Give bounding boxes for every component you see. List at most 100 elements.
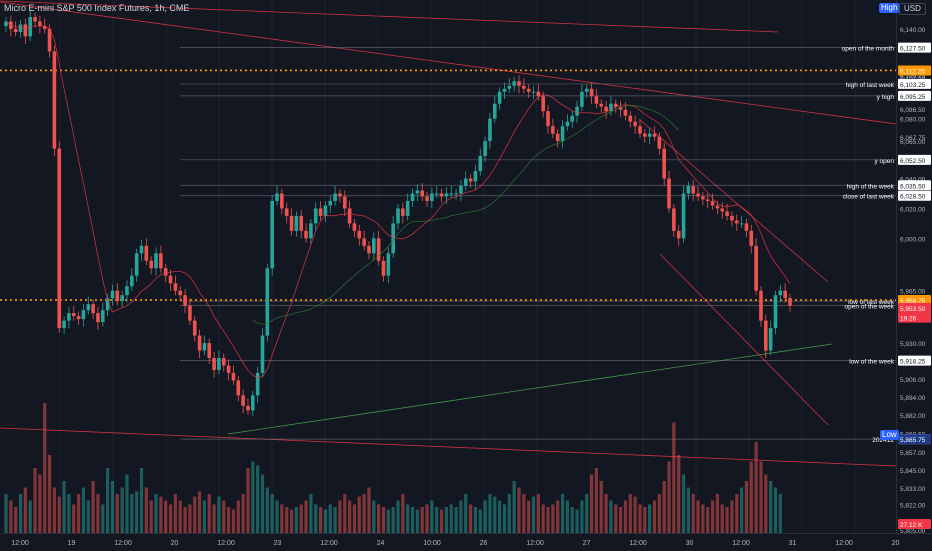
candle-body — [449, 193, 454, 195]
candle-body — [159, 253, 163, 269]
candle-body — [381, 260, 386, 276]
volume-bar — [430, 500, 434, 533]
candle-body — [173, 283, 178, 291]
volume-bar — [47, 455, 52, 533]
x-tick-label: 27 — [583, 540, 591, 547]
y-tick-label: 6,140.00 — [900, 27, 926, 34]
candle-body — [42, 25, 47, 29]
candle-body — [647, 133, 652, 137]
level-label: open of the month — [842, 46, 895, 53]
price-label-bg — [898, 434, 931, 445]
volume-bar — [488, 494, 492, 533]
candle-body — [202, 343, 207, 351]
volume-bar — [33, 468, 37, 533]
volume-bar — [377, 504, 381, 533]
volume-bar — [168, 504, 173, 533]
candle-body — [517, 81, 521, 86]
volume-bar — [86, 500, 90, 533]
candle-body — [478, 156, 483, 172]
candle-body — [681, 193, 686, 239]
level-label: close of last week — [843, 194, 895, 201]
y-tick-label: 5,894.00 — [900, 395, 926, 402]
candle-body — [589, 88, 594, 97]
volume-bar — [633, 496, 637, 533]
x-tick-label: 19 — [68, 540, 76, 547]
candle-body — [546, 111, 550, 127]
volume-bar — [256, 465, 260, 533]
volume-bar — [246, 468, 250, 533]
candle-body — [788, 298, 792, 306]
volume-bar — [38, 474, 42, 533]
volume-bar — [609, 500, 613, 533]
volume-bar — [328, 504, 332, 533]
volume-bar — [135, 491, 139, 533]
volume-bar — [289, 509, 294, 533]
volume-bar — [459, 500, 463, 533]
candle-body — [130, 275, 134, 287]
volume-bar — [96, 494, 100, 533]
time-axis[interactable] — [0, 533, 932, 551]
candle-body — [768, 328, 773, 351]
candle-body — [13, 28, 18, 32]
candle-body — [221, 358, 226, 366]
candle-body — [555, 133, 560, 142]
candle-body — [454, 193, 458, 195]
volume-bar — [173, 494, 177, 533]
candle-body — [347, 208, 352, 224]
candle-body — [739, 223, 744, 225]
volume-bar — [130, 494, 134, 533]
candle-body — [197, 335, 202, 351]
candle-body — [57, 148, 62, 329]
volume-bar — [357, 496, 361, 533]
candle-body — [144, 245, 149, 261]
high-mode-button[interactable]: High — [879, 3, 900, 13]
candle-body — [783, 290, 787, 299]
candle-body — [759, 290, 763, 321]
price-tag-bg — [898, 78, 931, 89]
x-tick-label: 12:00 — [11, 540, 29, 547]
volume-bar — [754, 442, 758, 533]
volume-bar — [144, 487, 148, 533]
price-label-bg — [898, 302, 931, 313]
candle-body — [696, 193, 700, 197]
volume-bar — [667, 461, 671, 533]
candle-body — [4, 21, 8, 26]
y-tick-label: 6,080.00 — [900, 117, 926, 124]
currency-button[interactable]: USD — [899, 3, 926, 15]
volume-bar — [638, 504, 642, 533]
volume-bar — [343, 494, 347, 533]
candle-body — [618, 106, 623, 110]
volume-bar — [294, 507, 298, 533]
candle-body — [265, 268, 270, 336]
candle-body — [638, 126, 642, 134]
candle-body — [560, 126, 565, 142]
volume-bar — [643, 507, 647, 533]
volume-bar — [381, 507, 386, 533]
price-tag: 6,052.50 — [900, 158, 926, 165]
volume-bar — [314, 504, 318, 533]
volume-bar — [91, 481, 95, 533]
volume-bar — [686, 487, 690, 533]
x-tick-label: 12:00 — [217, 540, 235, 547]
volume-bar — [517, 487, 521, 533]
volume-bar — [52, 487, 56, 533]
volume-bar — [62, 481, 66, 533]
volume-bar — [444, 507, 448, 533]
volume-bar — [391, 507, 395, 533]
price-tag-bg — [898, 180, 931, 191]
volume-bar — [164, 500, 168, 533]
volume-bar — [551, 504, 555, 533]
candle-body — [594, 96, 599, 104]
x-tick-label: 23 — [274, 540, 282, 547]
candle-body — [720, 208, 725, 212]
candle-body — [342, 196, 347, 209]
volume-bar — [672, 422, 676, 533]
volume-bar — [352, 504, 357, 533]
candle-body — [188, 305, 192, 321]
volume-bar — [183, 507, 187, 533]
price-label: 5,865.75 — [900, 437, 926, 444]
y-tick-label: 6,000.00 — [900, 236, 926, 243]
candle-body — [372, 238, 376, 254]
